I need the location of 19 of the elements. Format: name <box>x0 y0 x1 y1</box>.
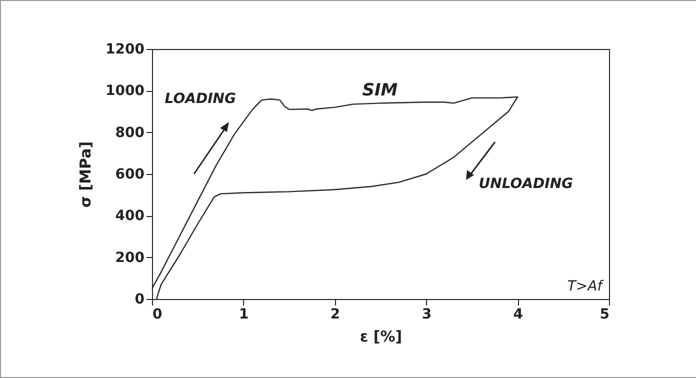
x-tick-label: 2 <box>330 306 340 322</box>
annotation: T>Af <box>567 278 604 294</box>
annotation: SIM <box>362 80 398 100</box>
x-tick-label: 3 <box>422 306 432 322</box>
y-tick-label: 600 <box>115 166 145 182</box>
x-tick-label: 4 <box>513 306 524 322</box>
x-tick-label: 5 <box>600 306 610 322</box>
y-tick-label: 1200 <box>106 42 145 58</box>
y-tick-label: 1000 <box>106 83 145 100</box>
y-tick-label: 0 <box>134 292 145 308</box>
annotation: LOADING <box>164 91 236 107</box>
y-axis-title: σ [MPa] <box>76 141 95 208</box>
y-tick-label: 400 <box>115 208 145 224</box>
x-axis-title: ε [%] <box>360 328 402 346</box>
y-tick-label: 800 <box>115 124 145 141</box>
y-tick-label: 200 <box>115 250 145 266</box>
annotation: UNLOADING <box>478 176 574 192</box>
x-tick-label: 1 <box>239 306 249 322</box>
x-tick-label: 0 <box>152 306 162 322</box>
